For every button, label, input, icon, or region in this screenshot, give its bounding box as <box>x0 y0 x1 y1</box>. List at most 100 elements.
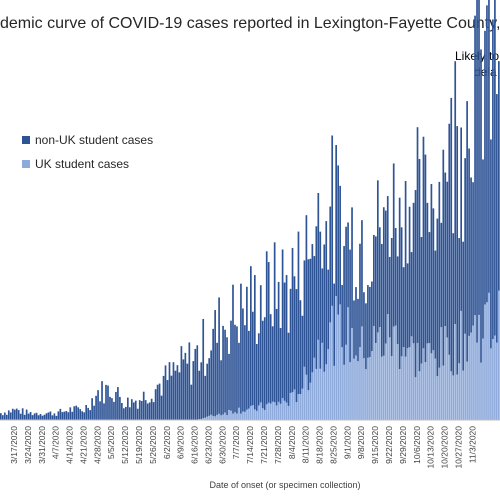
bar-non-uk <box>45 413 48 420</box>
bar-uk <box>406 348 409 420</box>
bar-non-uk <box>218 297 220 414</box>
bar-non-uk <box>460 127 463 311</box>
bar-uk <box>430 353 433 420</box>
bar-uk <box>341 347 343 420</box>
bar-non-uk <box>121 402 123 420</box>
bar-non-uk <box>33 413 36 420</box>
bar-uk <box>285 402 288 420</box>
bar-uk <box>295 402 298 420</box>
bar-non-uk <box>287 332 290 406</box>
bar-uk <box>450 371 453 420</box>
bar-non-uk <box>345 226 347 345</box>
bar-non-uk <box>289 288 292 393</box>
bar-uk <box>347 307 349 420</box>
bar-non-uk <box>478 0 480 315</box>
bar-non-uk <box>400 227 403 357</box>
bar-uk <box>208 415 211 420</box>
bar-uk <box>462 370 464 420</box>
bar-non-uk <box>378 227 381 328</box>
bar-non-uk <box>375 236 377 343</box>
bar-uk <box>408 347 411 420</box>
bar-non-uk <box>123 408 125 420</box>
bar-non-uk <box>3 412 6 420</box>
bar-non-uk <box>446 181 449 338</box>
bar-non-uk <box>180 346 183 420</box>
bar-non-uk <box>156 384 159 420</box>
bar-non-uk <box>9 412 12 420</box>
bar-non-uk <box>35 412 38 420</box>
bar-uk <box>438 367 441 420</box>
bar-non-uk <box>238 342 240 408</box>
bar-uk <box>263 409 266 420</box>
bar-uk <box>307 390 310 420</box>
bar-non-uk <box>373 234 375 326</box>
x-tick-label: 7/28/2020 <box>273 426 283 464</box>
bar-non-uk <box>63 411 66 420</box>
bar-non-uk <box>99 401 101 420</box>
legend-swatch-uk <box>22 160 30 168</box>
bar-non-uk <box>388 256 391 338</box>
bar-non-uk <box>69 407 72 420</box>
bar-non-uk <box>43 414 46 420</box>
bar-non-uk <box>263 317 266 410</box>
bar-uk <box>369 357 371 420</box>
bar-non-uk <box>27 413 30 420</box>
bar-non-uk <box>148 402 151 420</box>
bar-non-uk <box>406 263 409 349</box>
bar-uk <box>426 343 429 420</box>
x-tick-label: 4/7/2020 <box>51 426 61 459</box>
bar-non-uk <box>253 275 256 410</box>
bar-non-uk <box>200 362 203 420</box>
bar-non-uk <box>83 412 86 420</box>
bar-non-uk <box>468 148 470 336</box>
bar-non-uk <box>1 415 4 420</box>
bar-uk <box>375 342 377 420</box>
bar-uk <box>329 322 332 420</box>
bar-non-uk <box>301 315 304 389</box>
bar-non-uk <box>496 94 498 343</box>
bar-uk <box>349 362 351 420</box>
bar-non-uk <box>198 370 201 419</box>
bar-non-uk <box>248 330 250 409</box>
bar-non-uk <box>11 408 14 420</box>
bar-uk <box>486 302 488 420</box>
bar-uk <box>222 414 224 420</box>
bar-uk <box>198 418 201 420</box>
bar-non-uk <box>279 328 282 404</box>
bar-non-uk <box>176 365 179 420</box>
bar-uk <box>335 296 338 420</box>
bar-non-uk <box>87 407 89 420</box>
bar-non-uk <box>454 61 457 325</box>
bar-non-uk <box>75 405 78 420</box>
x-tick-label: 9/15/2020 <box>370 426 380 464</box>
bar-uk <box>472 325 474 420</box>
bar-non-uk <box>480 49 482 363</box>
bar-non-uk <box>444 172 447 327</box>
bar-uk <box>216 414 218 420</box>
bar-uk <box>251 405 254 420</box>
bar-non-uk <box>134 400 137 420</box>
bar-non-uk <box>486 5 488 303</box>
bar-non-uk <box>456 126 459 375</box>
bar-non-uk <box>329 206 332 323</box>
bar-uk <box>255 410 258 420</box>
bar-uk <box>283 400 286 420</box>
bar-uk <box>355 355 357 420</box>
x-tick-label: 7/21/2020 <box>259 426 269 464</box>
bar-uk <box>220 415 222 420</box>
bar-uk <box>238 407 240 420</box>
bar-non-uk <box>47 412 50 420</box>
bar-non-uk <box>67 412 70 420</box>
bar-uk <box>236 413 238 420</box>
bar-non-uk <box>371 281 373 352</box>
bar-uk <box>291 392 294 420</box>
bar-uk <box>410 336 413 420</box>
bar-non-uk <box>323 244 326 372</box>
bar-non-uk <box>452 233 455 376</box>
bar-non-uk <box>438 181 441 368</box>
bar-non-uk <box>440 222 443 328</box>
x-tick-label: 10/6/2020 <box>412 426 422 464</box>
bar-non-uk <box>154 389 157 420</box>
bar-non-uk <box>319 231 322 369</box>
